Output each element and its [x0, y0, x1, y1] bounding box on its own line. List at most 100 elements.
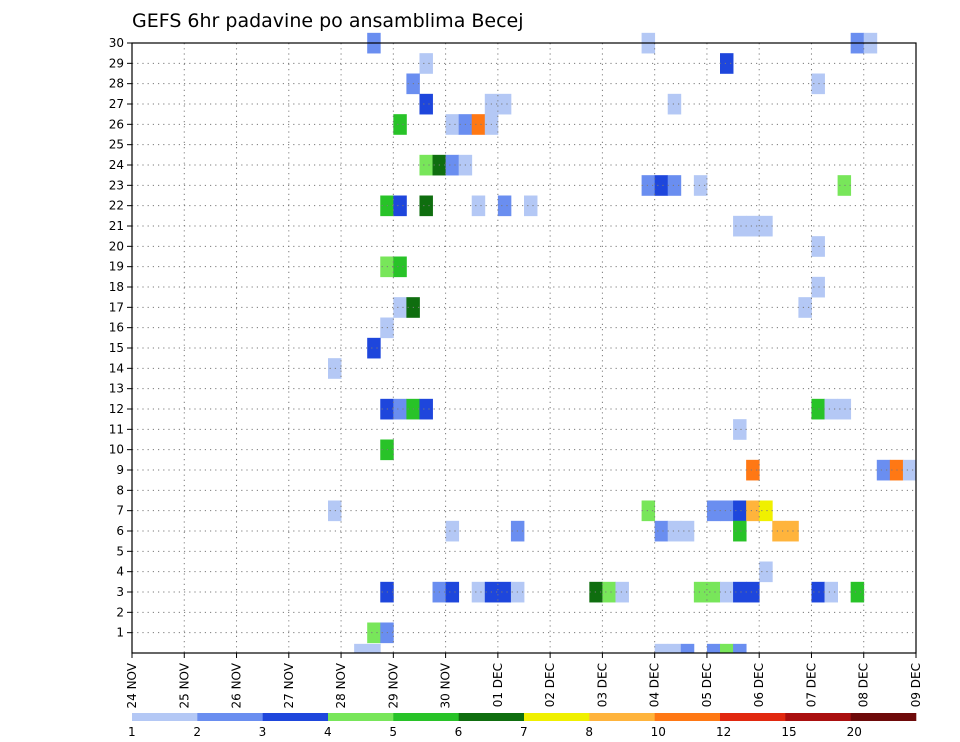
y-tick-label: 8 [116, 483, 124, 497]
data-cell [720, 53, 734, 74]
legend-swatch [458, 713, 525, 721]
data-cell [693, 175, 708, 196]
y-tick-label: 30 [109, 36, 124, 50]
data-cell [824, 398, 838, 420]
data-cell [733, 419, 747, 440]
data-cell [445, 581, 460, 603]
data-cell [837, 398, 852, 420]
y-tick-label: 29 [109, 56, 124, 70]
data-cell [811, 276, 825, 298]
data-cell [720, 643, 734, 654]
data-cell [902, 459, 917, 481]
data-cell [759, 215, 773, 237]
x-tick-label: 27 NOV [282, 662, 296, 708]
data-cell [641, 500, 656, 522]
data-cell [733, 581, 747, 603]
data-cell [654, 643, 669, 654]
y-tick-label: 13 [109, 382, 124, 396]
grid-lines [132, 43, 916, 653]
data-cell [733, 215, 747, 237]
y-tick-label: 19 [109, 260, 124, 274]
x-tick-label: 30 NOV [439, 662, 453, 708]
legend-tick-label: 2 [193, 725, 201, 739]
legend-tick-label: 7 [520, 725, 528, 739]
color-legend: 1 2 3 4 5 6 7 8 10 12 15 20 [128, 713, 917, 739]
y-tick-label: 26 [109, 117, 124, 131]
data-cell [746, 459, 760, 481]
legend-swatch [654, 713, 721, 721]
data-cell [720, 581, 734, 603]
data-cell [667, 93, 682, 115]
legend-swatch [524, 713, 590, 721]
data-cell [471, 581, 486, 603]
x-axis-ticks: 24 NOV 25 NOV 26 NOV 27 NOV 28 NOV 29 NOV 30 N… [125, 653, 923, 709]
data-cell [850, 581, 865, 603]
data-cell [667, 643, 682, 654]
data-cell [393, 114, 407, 135]
data-cell [667, 520, 682, 542]
data-cell [328, 500, 342, 522]
data-cell [811, 398, 825, 420]
x-tick-label: 02 DEC [543, 663, 557, 707]
y-tick-label: 21 [109, 219, 124, 233]
legend-tick-label: 15 [781, 725, 796, 739]
x-tick-label: 03 DEC [595, 663, 609, 707]
data-cell [367, 643, 381, 654]
data-cell [746, 215, 760, 237]
data-cell [746, 500, 760, 522]
data-cell [876, 459, 891, 481]
x-tick-label: 06 DEC [752, 663, 766, 707]
legend-tick-label: 3 [259, 725, 267, 739]
y-tick-label: 3 [116, 585, 124, 599]
data-cell [733, 643, 747, 654]
y-axis-ticks: 1234567891011121314151617181920212223242… [109, 36, 132, 640]
data-cells [328, 32, 917, 654]
x-tick-label: 29 NOV [386, 662, 400, 708]
data-cell [419, 53, 433, 74]
y-tick-label: 27 [109, 97, 124, 111]
data-cell [497, 195, 512, 217]
data-cell [811, 236, 825, 257]
data-cell [811, 73, 825, 95]
y-tick-label: 5 [116, 544, 124, 558]
legend-tick-label: 8 [585, 725, 593, 739]
data-cell [706, 581, 721, 603]
data-cell [733, 500, 747, 522]
legend-tick-label: 6 [455, 725, 463, 739]
y-tick-label: 15 [109, 341, 124, 355]
data-cell [393, 256, 407, 278]
y-tick-label: 24 [109, 158, 124, 172]
legend-tick-label: 20 [847, 725, 862, 739]
data-cell [445, 114, 460, 135]
legend-swatch [393, 713, 459, 721]
y-tick-label: 22 [109, 199, 124, 213]
data-cell [759, 500, 773, 522]
data-cell [497, 93, 512, 115]
legend-swatch [262, 713, 329, 721]
data-cell [706, 643, 721, 654]
data-cell [811, 581, 825, 603]
x-tick-label: 01 DEC [491, 663, 505, 707]
x-tick-label: 04 DEC [648, 663, 662, 707]
y-tick-label: 20 [109, 239, 124, 253]
x-tick-label: 26 NOV [230, 662, 244, 708]
x-tick-label: 24 NOV [125, 662, 139, 708]
legend-swatch [132, 713, 198, 721]
data-cell [367, 622, 381, 644]
legend-tick-label: 4 [324, 725, 332, 739]
legend-swatch [589, 713, 655, 721]
legend-tick-label: 1 [128, 725, 136, 739]
data-cell [393, 398, 407, 420]
data-cell [785, 520, 799, 542]
data-cell [772, 520, 786, 542]
legend-tick-label: 10 [651, 725, 666, 739]
y-tick-label: 16 [109, 321, 124, 335]
data-cell [680, 520, 695, 542]
data-cell [667, 175, 682, 196]
data-cell [419, 398, 433, 420]
data-cell [733, 520, 747, 542]
y-tick-label: 9 [116, 463, 124, 477]
data-cell [471, 195, 486, 217]
y-tick-label: 2 [116, 605, 124, 619]
data-cell [419, 93, 433, 115]
